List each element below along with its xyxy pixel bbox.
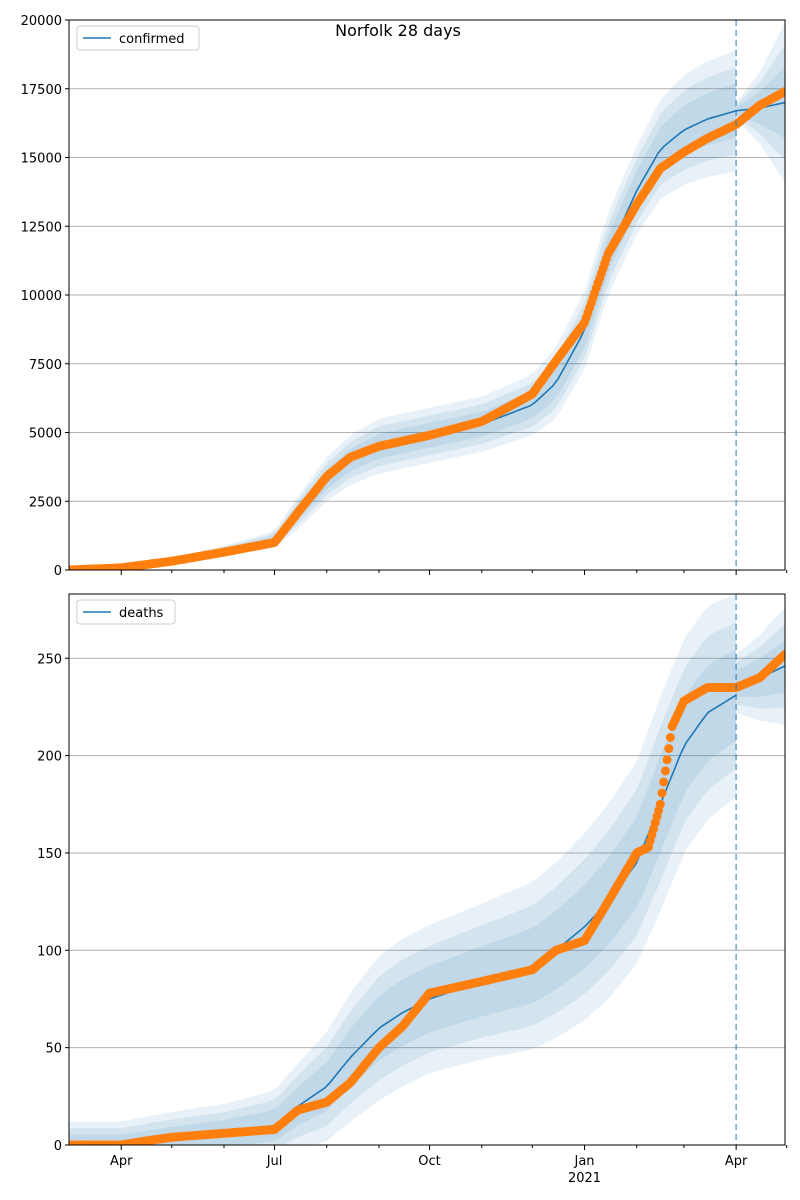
observed-point [657, 788, 667, 798]
y-tick-label: 0 [54, 1139, 62, 1154]
observed-point [780, 649, 785, 659]
plot-area [69, 594, 785, 1145]
forecast-uncertainty-band-1 [736, 624, 785, 709]
axes-frame [68, 593, 786, 1146]
x-tick-label: Apr [725, 1154, 748, 1169]
observed-point [662, 755, 672, 765]
model-uncertainty-band-2 [69, 83, 737, 570]
observed-point [660, 766, 670, 776]
y-tick-label: 2500 [29, 495, 62, 510]
legend-label: deaths [119, 606, 164, 621]
legend-box [76, 25, 200, 51]
x-tick-year-label: 2021 [568, 1171, 601, 1186]
y-tick-label: 200 [37, 750, 62, 765]
y-tick-label: 10000 [21, 289, 62, 304]
model-uncertainty-band-2 [69, 649, 737, 1145]
model-uncertainty-band-0 [69, 50, 737, 570]
x-tick-label: Apr [110, 1154, 133, 1169]
x-tick-label: Jul [266, 1154, 283, 1169]
model-uncertainty-band-0 [69, 594, 737, 1145]
deaths-panel: 0 50 100 150 200 250 Apr Jul Oct Jan 2021 Apr deaths [37, 593, 788, 1186]
observed-point [659, 777, 669, 787]
y-tick-label: 15000 [21, 152, 62, 167]
observed-point [655, 799, 665, 809]
y-tick-label: 100 [37, 944, 62, 959]
confirmed-panel: 0 2500 5000 7500 10000 12500 15000 17500 20000 co… [21, 14, 788, 579]
y-tick-label: 150 [37, 847, 62, 862]
plot-area [69, 22, 785, 570]
figure-title: Norfolk 28 days [335, 21, 461, 40]
y-tick-label: 12500 [21, 220, 62, 235]
legend-box [76, 599, 176, 625]
observed-point [780, 87, 785, 96]
y-tick-label: 50 [45, 1042, 62, 1057]
observed-point [664, 744, 674, 754]
legend-label: confirmed [119, 32, 185, 47]
x-tick-label: Oct [418, 1154, 440, 1169]
forecast-uncertainty-band-0 [736, 607, 785, 725]
x-tick-label: Jan [573, 1154, 594, 1169]
model-uncertainty-band-1 [69, 622, 737, 1145]
model-uncertainty-band-1 [69, 67, 737, 570]
y-tick-label: 20000 [21, 14, 62, 29]
y-tick-label: 250 [37, 652, 62, 667]
observed-point [665, 733, 675, 742]
y-tick-label: 5000 [29, 427, 62, 442]
y-tick-label: 0 [54, 564, 62, 579]
y-tick-label: 17500 [21, 83, 62, 98]
y-tick-label: 7500 [29, 358, 62, 373]
